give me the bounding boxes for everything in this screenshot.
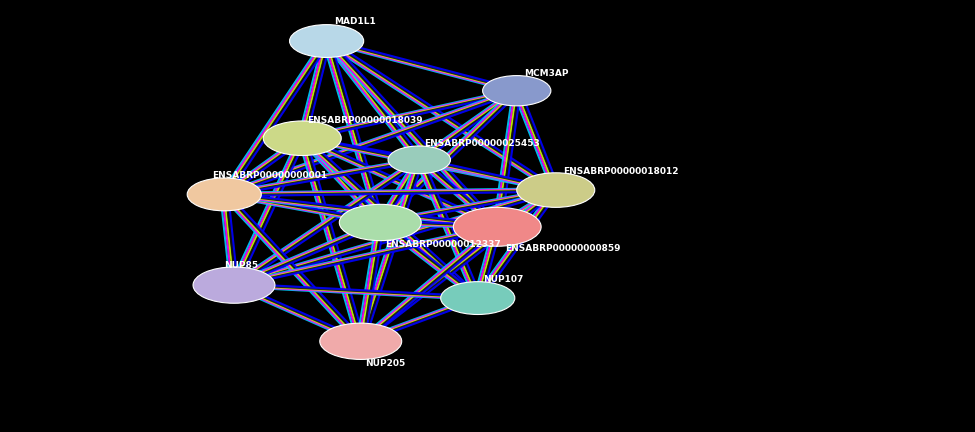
Text: ENSABRP00000018012: ENSABRP00000018012 [564, 167, 679, 176]
Text: ENSABRP00000025453: ENSABRP00000025453 [424, 139, 540, 148]
Circle shape [193, 267, 275, 303]
Text: NUP85: NUP85 [224, 261, 258, 270]
Circle shape [339, 204, 421, 241]
Text: ENSABRP00000000001: ENSABRP00000000001 [213, 172, 328, 180]
Text: MCM3AP: MCM3AP [525, 69, 569, 78]
Circle shape [320, 323, 402, 359]
Circle shape [388, 146, 450, 174]
Text: ENSABRP00000012337: ENSABRP00000012337 [385, 240, 501, 248]
Text: MAD1L1: MAD1L1 [334, 17, 376, 26]
Circle shape [263, 121, 341, 156]
Text: NUP205: NUP205 [366, 359, 406, 368]
Circle shape [290, 25, 364, 57]
Text: NUP107: NUP107 [484, 276, 524, 284]
Circle shape [483, 76, 551, 106]
Circle shape [187, 178, 261, 211]
Text: ENSABRP00000018039: ENSABRP00000018039 [307, 116, 423, 124]
Circle shape [517, 173, 595, 207]
Circle shape [441, 282, 515, 314]
Circle shape [453, 207, 541, 246]
Text: ENSABRP00000000859: ENSABRP00000000859 [505, 244, 620, 253]
